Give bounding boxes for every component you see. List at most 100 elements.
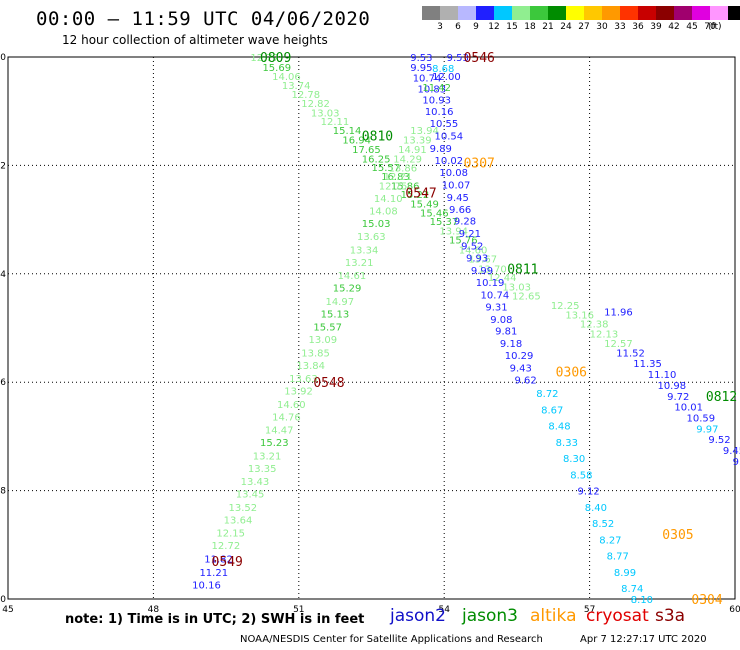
swh-reading-s3a: 13.64 <box>224 515 253 526</box>
legend-cryosat: cryosat <box>586 606 649 626</box>
legend-swatch <box>440 6 458 20</box>
swh-reading-altika: 11.42 <box>422 83 451 94</box>
swh-reading-jason3: 13.16 <box>565 310 594 321</box>
swh-reading-s3a: 13.21 <box>253 451 282 462</box>
swh-reading-jason2: 9.31 <box>485 302 507 313</box>
pass-time-label: 0307 <box>464 157 495 172</box>
swh-reading-jason2: 10.83 <box>418 84 447 95</box>
swh-reading-s3a: 14.91 <box>398 145 427 156</box>
legend-swatch <box>602 6 620 20</box>
swh-reading-jason3: 15.37 <box>430 217 459 228</box>
legend-tick-label: 33 <box>614 22 626 32</box>
legend-jason3: jason3 <box>462 606 518 626</box>
legend-swatch <box>638 6 656 20</box>
swh-reading-jason3: 15.14 <box>333 126 362 137</box>
legend-swatch <box>620 6 638 20</box>
swh-reading-altika: 8.33 <box>556 438 578 449</box>
legend-tick-label: 18 <box>524 22 536 32</box>
swh-reading-s3a: 11.21 <box>199 568 228 579</box>
swh-reading-s3a: 10.16 <box>192 580 221 591</box>
legend-s3a: s3a <box>655 606 686 626</box>
pass-time-labels: 0809 0810 0811 0812 0546 0547 0548 0549 0307 0306… <box>212 51 738 608</box>
swh-reading-altika: 8.40 <box>585 503 607 514</box>
swh-color-legend <box>422 6 740 20</box>
swh-reading-jason3: 12.57 <box>604 339 633 350</box>
swh-reading-jason2: 10.74 <box>481 290 510 301</box>
swh-reading-jason2: 10.74 <box>413 74 442 85</box>
latitude-tick-label: -52 <box>0 161 6 171</box>
pass-time-label: 0809 <box>260 51 291 66</box>
legend-swatch <box>584 6 602 20</box>
swh-reading-jason2: 9.97 <box>696 424 718 435</box>
swh-reading-s3a: 13.86 <box>388 164 417 175</box>
latitude-tick-label: -60 <box>0 595 6 605</box>
swh-reading-s3a: 14.76 <box>272 412 301 423</box>
swh-reading-s3a: 13.94 <box>410 126 439 137</box>
pass-time-label: 0548 <box>313 376 344 391</box>
swh-reading-jason3: 13.03 <box>502 282 531 293</box>
swh-reading-jason2: 9.81 <box>495 327 517 338</box>
latitude-tick-label: -50 <box>0 53 6 63</box>
swh-reading-s3a: 13.85 <box>301 348 330 359</box>
swh-reading-altika: 8.68 <box>432 64 454 75</box>
swh-reading-jason2: 11.10 <box>648 370 677 381</box>
swh-reading-altika: 8.27 <box>599 535 621 546</box>
swh-reading-s3a: 14.60 <box>277 400 306 411</box>
latitude-tick-label: -54 <box>0 270 6 280</box>
legend-swatch <box>530 6 548 20</box>
swh-reading-jason2: 10.98 <box>657 381 686 392</box>
legend-altika: altika <box>530 606 577 626</box>
swh-reading-jason2: 9.93 <box>466 254 488 265</box>
longitude-tick-label: 45 <box>2 605 13 615</box>
swh-reading-s3a: 12.75 <box>379 181 408 192</box>
swh-reading-jason3: 13.67 <box>468 255 497 266</box>
legend-swatch <box>422 6 440 20</box>
longitude-tick-label: 54 <box>438 605 450 615</box>
legend-tick-label: 30 <box>596 22 608 32</box>
swh-reading-s3a: 13.21 <box>345 258 374 269</box>
swh-reading-s3a: 14.29 <box>393 154 422 165</box>
swh-reading-jason2: 11.52 <box>616 348 645 359</box>
swh-reading-jason3: 15.46 <box>420 209 449 220</box>
map-frame <box>7 56 736 600</box>
legend-tick-label: 9 <box>473 22 479 32</box>
latitude-ticks: -50 -52 -54 -56 -58 -60 <box>0 53 6 605</box>
swh-reading-altika: 8.58 <box>570 470 592 481</box>
legend-tick-label: 21 <box>542 22 554 32</box>
swh-reading-jason2: 11.96 <box>604 308 633 319</box>
swh-reading-jason2: 10.29 <box>505 351 534 362</box>
swh-reading-s3a: 11.82 <box>204 554 233 565</box>
legend-swatch <box>728 6 740 20</box>
legend-swatch <box>710 6 728 20</box>
generated-timestamp: Apr 7 12:27:17 UTC 2020 <box>580 634 707 645</box>
swh-reading-jason2: 11.35 <box>633 359 662 370</box>
swh-reading-s3a: 12.21 <box>384 172 413 183</box>
legend-swatch <box>674 6 692 20</box>
swh-reading-jason3: 12.78 <box>292 90 321 101</box>
legend-swatch <box>458 6 476 20</box>
swh-reading-jason2: 10.54 <box>435 132 464 143</box>
swh-reading-s3a: 14.61 <box>338 271 367 282</box>
swh-reading-jason3: 16.94 <box>342 135 371 146</box>
legend-tick-label: 6 <box>455 22 461 32</box>
swh-reading-s3a: 15.03 <box>362 219 391 230</box>
legend-tick-label: 24 <box>560 22 572 32</box>
legend-swatch <box>692 6 710 20</box>
swh-reading-jason3: 12.44 <box>488 273 517 284</box>
swh-reading-s3a: 15.13 <box>321 309 350 320</box>
swh-reading-jason3: 15.57 <box>372 163 401 174</box>
swh-reading-s3a: 13.35 <box>248 464 277 475</box>
swh-reading-jason2: 9.21 <box>459 229 481 240</box>
legend-tick-label: 39 <box>650 22 662 32</box>
swh-reading-jason2: 9.99 <box>471 266 493 277</box>
legend-swatch <box>512 6 530 20</box>
swh-reading-s3a: 13.52 <box>229 503 258 514</box>
swh-reading-jason2: 9.45 <box>447 193 469 204</box>
legend-tick-label: 3 <box>437 22 443 32</box>
swh-reading-s3a: 14.97 <box>325 297 354 308</box>
pass-time-label: 0812 <box>706 390 737 405</box>
legend-tick-label: 45 <box>686 22 698 32</box>
pass-time-label: 0549 <box>212 555 243 570</box>
legend-tick-label: 42 <box>668 22 680 32</box>
longitude-ticks: 45 48 51 54 57 60 <box>2 605 740 615</box>
